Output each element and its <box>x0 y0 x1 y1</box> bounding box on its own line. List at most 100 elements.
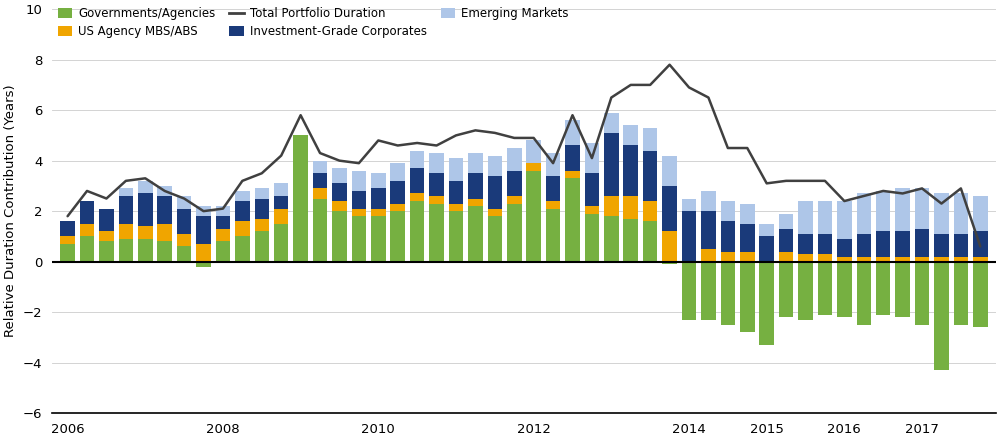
Bar <box>196 206 211 216</box>
Bar <box>837 257 852 262</box>
Bar <box>313 198 327 262</box>
Bar <box>973 231 988 257</box>
Bar <box>449 211 463 262</box>
Bar <box>546 153 560 176</box>
Bar <box>526 140 541 163</box>
Bar <box>468 206 483 262</box>
Bar <box>157 196 172 224</box>
Bar <box>313 188 327 198</box>
Bar <box>138 239 153 262</box>
Bar <box>643 201 657 221</box>
Bar <box>876 191 890 231</box>
Bar <box>157 186 172 196</box>
Bar <box>798 254 813 262</box>
Bar <box>604 113 619 133</box>
Bar <box>488 216 502 262</box>
Bar <box>196 216 211 244</box>
Bar <box>915 262 929 325</box>
Bar <box>682 211 696 262</box>
Bar <box>721 201 735 221</box>
Bar <box>585 206 599 214</box>
Bar <box>895 188 910 231</box>
Bar <box>818 254 832 262</box>
Bar <box>390 163 405 181</box>
Bar <box>255 188 269 198</box>
Bar <box>449 204 463 211</box>
Bar <box>488 176 502 209</box>
Bar <box>759 224 774 236</box>
Bar <box>138 226 153 239</box>
Bar <box>274 209 288 224</box>
Bar <box>468 153 483 173</box>
Bar <box>390 181 405 204</box>
Bar <box>235 221 250 236</box>
Bar <box>662 231 677 262</box>
Bar <box>429 196 444 204</box>
Bar <box>915 257 929 262</box>
Bar <box>119 188 133 196</box>
Bar <box>313 161 327 173</box>
Bar <box>274 196 288 209</box>
Bar <box>585 143 599 173</box>
Bar <box>721 262 735 325</box>
Bar <box>954 234 968 257</box>
Bar <box>468 198 483 206</box>
Bar <box>895 257 910 262</box>
Bar <box>216 206 230 216</box>
Bar <box>332 211 347 262</box>
Bar <box>429 204 444 262</box>
Bar <box>857 257 871 262</box>
Bar <box>973 196 988 231</box>
Bar <box>565 178 580 262</box>
Bar <box>216 242 230 262</box>
Bar <box>643 150 657 201</box>
Bar <box>235 236 250 262</box>
Bar <box>390 211 405 262</box>
Bar <box>429 153 444 173</box>
Bar <box>973 262 988 327</box>
Bar <box>274 224 288 262</box>
Bar <box>507 148 522 171</box>
Bar <box>196 244 211 262</box>
Bar <box>235 201 250 221</box>
Bar <box>701 249 716 262</box>
Bar <box>410 201 424 262</box>
Bar <box>623 125 638 146</box>
Bar <box>196 262 211 267</box>
Bar <box>721 252 735 262</box>
Bar <box>313 173 327 188</box>
Bar <box>255 198 269 219</box>
Bar <box>759 262 774 345</box>
Bar <box>798 262 813 320</box>
Bar <box>779 252 793 262</box>
Bar <box>157 224 172 242</box>
Bar <box>177 246 191 262</box>
Bar <box>60 221 75 236</box>
Bar <box>235 191 250 201</box>
Bar <box>507 196 522 204</box>
Bar <box>119 196 133 224</box>
Bar <box>954 257 968 262</box>
Bar <box>80 224 94 236</box>
Bar <box>371 209 386 216</box>
Bar <box>954 262 968 325</box>
Bar <box>274 183 288 196</box>
Bar <box>177 234 191 246</box>
Bar <box>119 239 133 262</box>
Bar <box>604 216 619 262</box>
Bar <box>60 236 75 244</box>
Bar <box>410 194 424 201</box>
Bar <box>177 196 191 209</box>
Bar <box>604 196 619 216</box>
Bar <box>585 214 599 262</box>
Bar <box>895 231 910 257</box>
Bar <box>857 234 871 257</box>
Bar <box>332 201 347 211</box>
Bar <box>565 171 580 178</box>
Bar <box>99 242 114 262</box>
Bar <box>721 221 735 252</box>
Bar <box>798 234 813 254</box>
Bar <box>216 216 230 229</box>
Bar <box>915 229 929 257</box>
Bar <box>526 171 541 262</box>
